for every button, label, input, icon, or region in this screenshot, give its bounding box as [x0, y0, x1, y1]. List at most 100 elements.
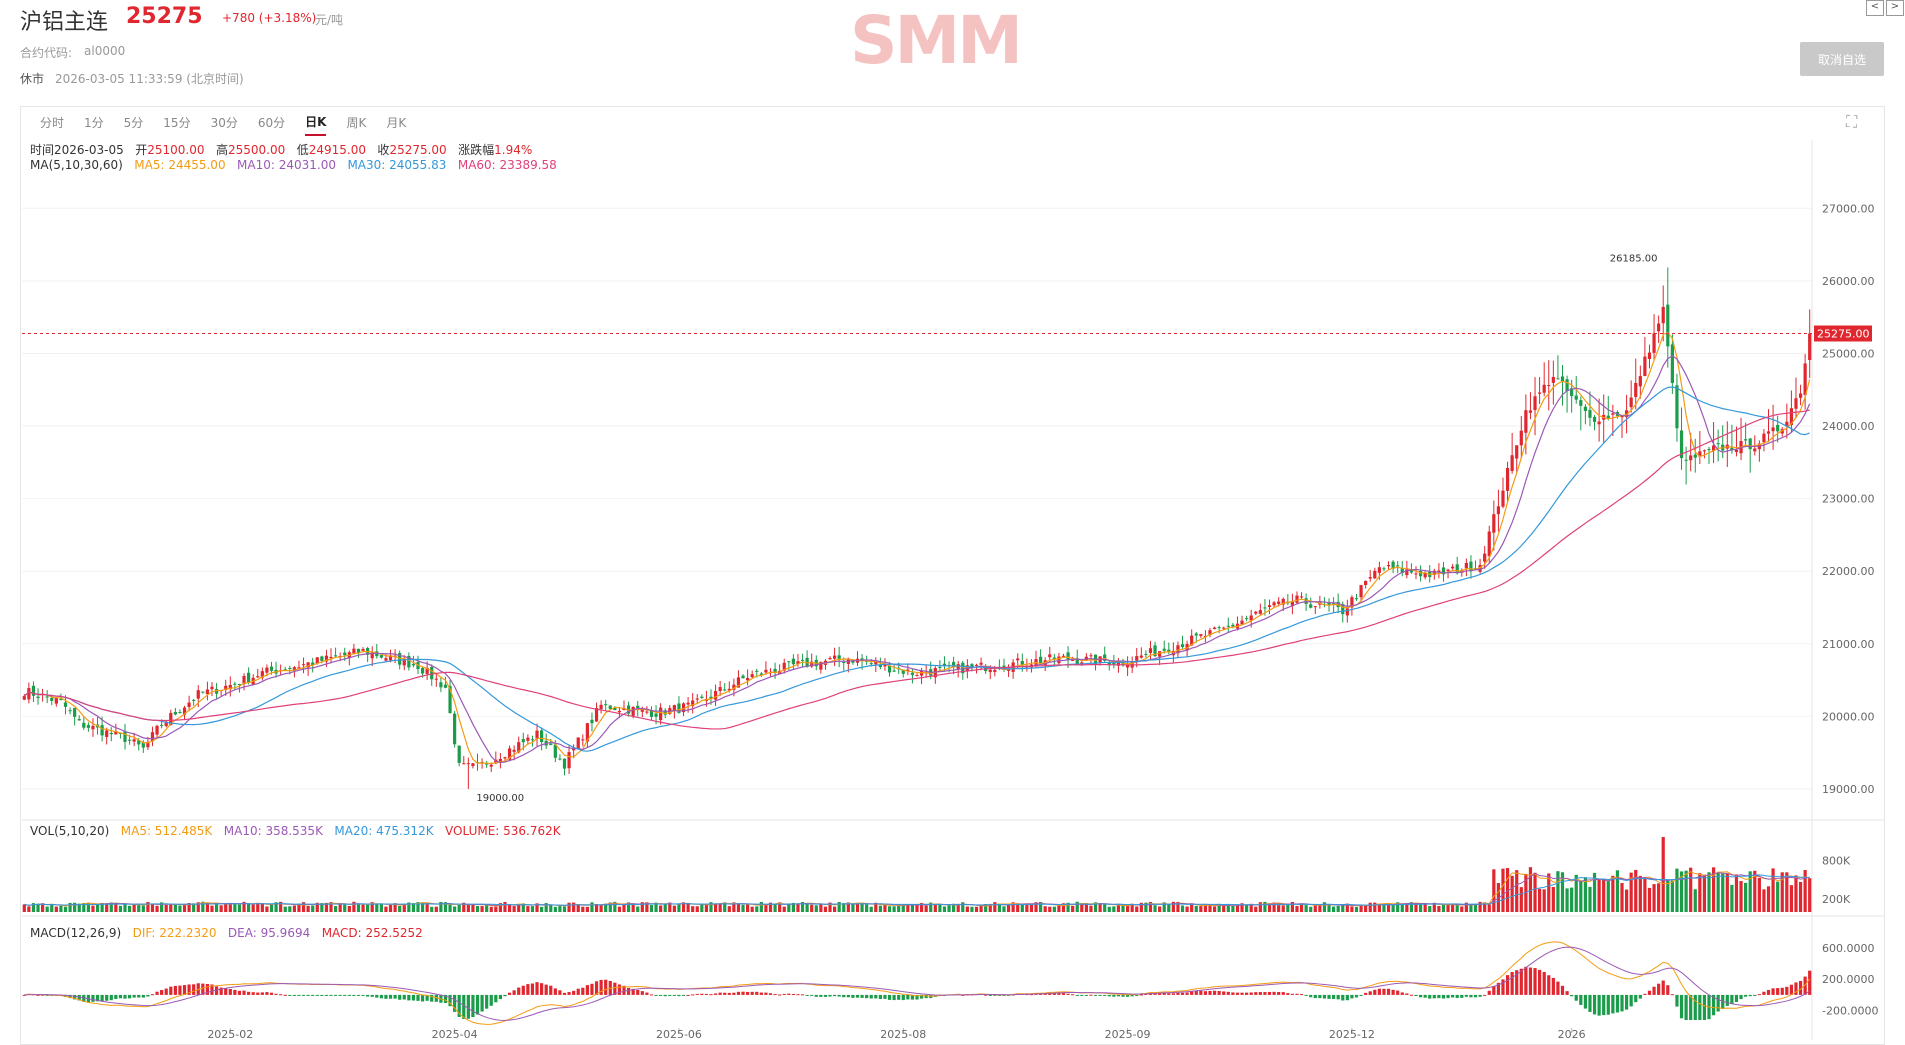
volume-bar — [1386, 903, 1391, 912]
candle-body — [1290, 601, 1294, 606]
macd-bar — [132, 994, 136, 998]
tab-30min[interactable]: 30分 — [210, 115, 238, 130]
candle-body — [956, 664, 960, 670]
tab-timeshare[interactable]: 分时 — [40, 115, 65, 130]
candle-body — [1620, 415, 1624, 418]
volume-bar — [1492, 869, 1496, 912]
macd-bar — [1684, 994, 1688, 1020]
candle-body — [686, 702, 690, 705]
candle-body — [430, 666, 434, 680]
volume-bar — [1803, 870, 1807, 912]
macd-bar — [906, 994, 910, 1000]
volume-bar — [260, 903, 264, 912]
macd-bar — [1263, 992, 1267, 995]
macd-bar — [594, 981, 599, 995]
volume-bar — [1451, 904, 1455, 912]
tab-weekly[interactable]: 周K — [346, 115, 367, 130]
macd-bar — [1093, 994, 1098, 996]
next-icon[interactable]: > — [1886, 0, 1904, 16]
macd-bar — [1556, 981, 1560, 995]
remove-watchlist-button[interactable]: 取消自选 — [1800, 42, 1884, 76]
volume-bar — [59, 905, 63, 912]
macd-bar — [512, 990, 516, 995]
macd-bar — [530, 983, 535, 995]
ohlc-info: 时间2026-03-05 开25100.00 高25500.00 低24915.… — [30, 141, 532, 158]
volume-bar — [1689, 867, 1693, 912]
volume-bar — [1006, 903, 1011, 912]
candle-body — [1528, 410, 1533, 413]
macd-bar — [1249, 992, 1253, 995]
candle-body — [1684, 459, 1688, 461]
candle-body — [411, 664, 416, 666]
volume-bar — [1473, 903, 1478, 912]
candle-body — [1679, 430, 1684, 459]
candle-body — [709, 696, 713, 699]
candle-body — [1304, 598, 1308, 604]
macd-bar — [475, 994, 480, 1015]
volume-bar — [361, 904, 365, 912]
candle-body — [910, 672, 915, 675]
volume-bar — [1148, 902, 1153, 912]
candle-body — [736, 677, 741, 688]
volume-bar — [439, 901, 443, 912]
volume-bar — [1176, 901, 1180, 912]
candle-body — [1103, 654, 1107, 661]
tab-15min[interactable]: 15分 — [163, 115, 191, 130]
volume-bar — [746, 904, 750, 912]
candle-body — [1762, 433, 1766, 443]
macd-bar — [1771, 988, 1775, 995]
volume-bar — [1025, 905, 1029, 912]
tab-60min[interactable]: 60分 — [257, 115, 286, 130]
tab-1min[interactable]: 1分 — [84, 115, 104, 130]
volume-bar — [1588, 886, 1592, 912]
volume-bar — [956, 903, 960, 912]
macd-bar — [1702, 994, 1707, 1020]
volume-bar — [526, 906, 530, 912]
macd-bar — [961, 994, 965, 996]
macd-bar — [1643, 993, 1647, 995]
macd-bar — [1286, 993, 1290, 995]
volume-bar — [1029, 903, 1034, 912]
macd-bar — [553, 988, 557, 995]
candle-body — [1354, 598, 1359, 600]
candle-body — [1048, 654, 1052, 658]
candle-body — [297, 667, 301, 669]
candle-body — [1570, 388, 1574, 397]
macd-bar — [1364, 992, 1368, 995]
macd-bar — [297, 994, 301, 996]
prev-icon[interactable]: < — [1866, 0, 1884, 16]
volume-bar — [544, 903, 548, 912]
macd-bar — [1803, 976, 1807, 995]
tab-monthly[interactable]: 月K — [386, 115, 407, 130]
volume-bar — [517, 904, 521, 912]
volume-bar — [663, 903, 667, 912]
macd-bar — [260, 992, 264, 995]
candle-body — [1176, 645, 1180, 654]
macd-bar — [1565, 991, 1569, 995]
dea-line — [24, 946, 1810, 1021]
macd-bar — [746, 991, 750, 995]
macd-bar — [544, 984, 548, 995]
macd-bar — [1652, 986, 1656, 995]
volume-bar — [407, 902, 411, 912]
macd-bar — [883, 994, 887, 999]
volume-bar — [50, 904, 54, 912]
volume-bar — [1602, 879, 1606, 912]
tab-5min[interactable]: 5分 — [123, 115, 144, 130]
ma10-value: MA10: 24031.00 — [237, 158, 336, 172]
macd-bar — [1176, 992, 1180, 995]
volume-bar — [897, 904, 901, 912]
fullscreen-icon[interactable]: ⛶ — [1846, 112, 1858, 131]
candle-body — [1240, 620, 1244, 625]
volume-bar — [530, 906, 535, 912]
macd-bar — [1446, 994, 1450, 999]
volume-bar — [1574, 874, 1578, 912]
volume-bar — [462, 902, 466, 912]
tab-daily[interactable]: 日K — [305, 109, 327, 136]
candle-body — [700, 696, 704, 698]
volume-bar — [1606, 881, 1610, 912]
macd-bar — [1194, 990, 1198, 995]
macd-bar — [498, 994, 503, 1000]
volume-bar — [965, 906, 969, 912]
